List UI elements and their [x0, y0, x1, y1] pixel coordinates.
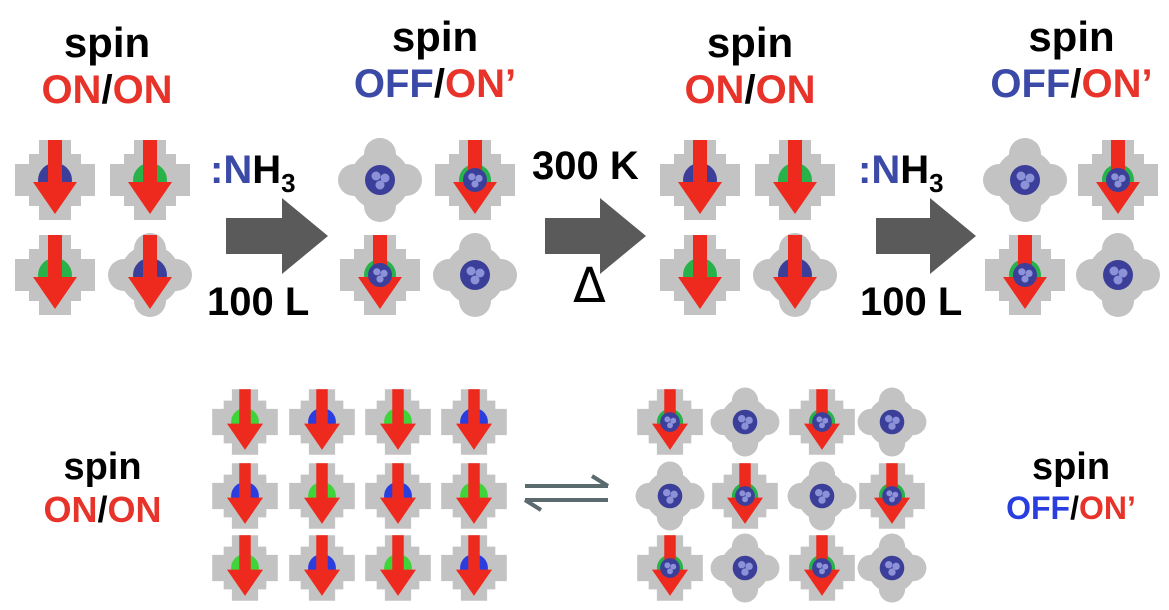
equilibrium-arrows-icon	[523, 474, 610, 512]
panel-1-molecules	[15, 140, 192, 317]
reagent-nh3-3: :NH3	[858, 148, 944, 198]
panel-3-label: spin ON/ON	[655, 19, 845, 112]
panel-3-molecules	[660, 140, 837, 317]
bottom-right-label: spin OFF/ON’	[978, 448, 1164, 524]
spin-word: spin	[63, 446, 142, 488]
dose-3: 100 L	[860, 280, 963, 324]
heat-symbol: Δ	[573, 258, 606, 314]
bottom-left-lattice	[212, 389, 507, 601]
reaction-arrow-icon	[876, 198, 976, 274]
panel-2-molecules	[338, 138, 517, 317]
panel-1-label: spin ON/ON	[12, 19, 202, 112]
spin-state: ON/ON	[684, 68, 816, 112]
panel-4-label: spin OFF/ON’	[974, 13, 1169, 106]
bottom-left-label: spin ON/ON	[10, 448, 195, 528]
spin-word: spin	[391, 13, 479, 60]
dose-1: 100 L	[207, 280, 310, 324]
spin-word: spin	[1028, 13, 1115, 60]
panel-2-label: spin OFF/ON’	[335, 13, 535, 106]
spin-word: spin	[706, 19, 794, 66]
spin-state: ON/ON	[41, 68, 173, 112]
spin-word: spin	[1031, 446, 1111, 488]
bottom-right-lattice	[635, 387, 927, 603]
temperature-2: 300 K	[532, 144, 639, 188]
reaction-arrow-icon	[545, 198, 646, 274]
spin-state: OFF/ON’	[353, 62, 517, 106]
spin-state: OFF/ON’	[990, 62, 1153, 106]
spin-word: spin	[63, 19, 151, 66]
spin-state: OFF/ON’	[1006, 490, 1136, 526]
reagent-nh3-1: :NH3	[210, 148, 296, 198]
reaction-arrow-icon	[226, 198, 328, 274]
panel-4-molecules	[983, 138, 1160, 317]
spin-state: ON/ON	[43, 489, 162, 530]
